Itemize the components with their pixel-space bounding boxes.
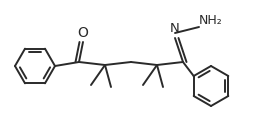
Text: NH₂: NH₂	[199, 14, 223, 27]
Text: N: N	[170, 23, 180, 36]
Text: O: O	[77, 26, 88, 40]
